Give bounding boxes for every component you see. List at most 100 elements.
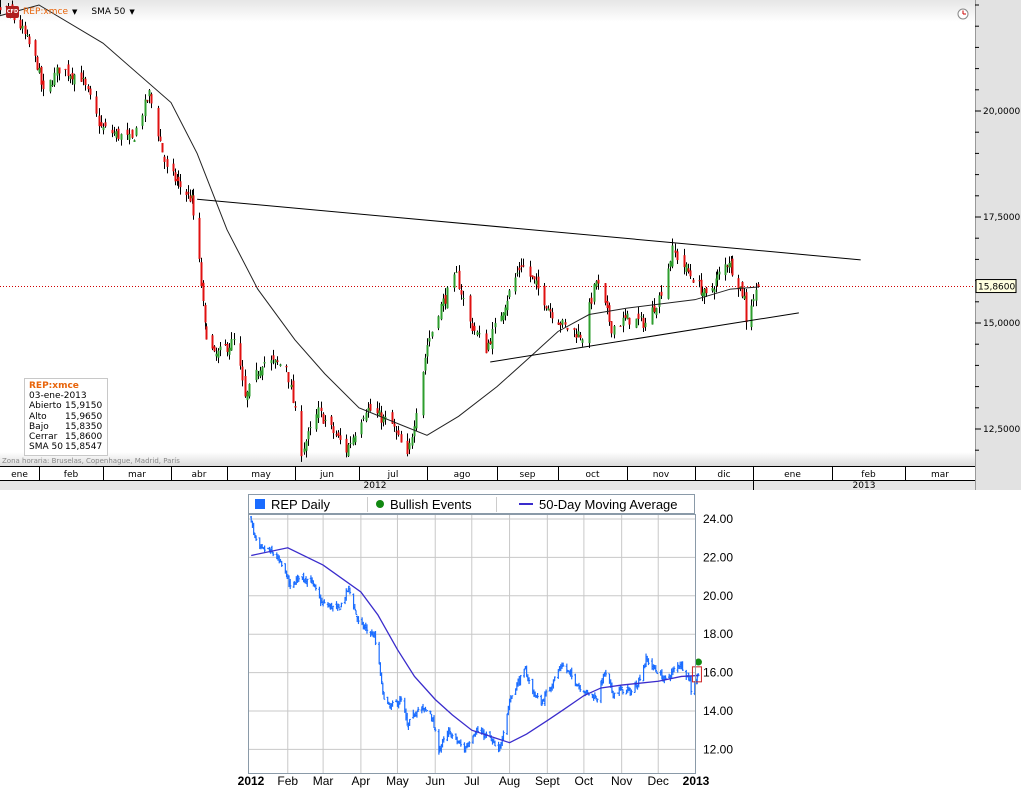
candle-body	[376, 408, 379, 414]
candle-body	[135, 127, 138, 136]
timezone-note: Zona horaria: Bruselas, Copenhague, Madr…	[2, 457, 180, 465]
candle-body	[219, 346, 222, 351]
chevron-down-icon[interactable]: ▼	[71, 8, 78, 16]
month-label: mar	[128, 470, 146, 480]
candle-body	[728, 263, 731, 268]
candle-body	[593, 284, 596, 302]
month-label: ene	[784, 470, 801, 480]
info-row-open: Abierto 15,9150	[29, 401, 103, 412]
candle-body	[166, 159, 169, 167]
candle-body	[144, 99, 147, 117]
candle-body	[324, 419, 327, 421]
candle-body	[622, 317, 625, 326]
candle-body	[276, 360, 279, 362]
candle-body	[100, 122, 103, 127]
candle-body	[716, 274, 719, 281]
bullish-event-dot	[694, 658, 702, 666]
y-tick-label: 18.00	[703, 627, 733, 641]
candle-body	[543, 285, 546, 306]
candle-body	[0, 7, 2, 11]
candle-body	[689, 270, 692, 277]
candle-body	[635, 318, 638, 328]
y-tick-label: 20,0000	[983, 107, 1020, 117]
candle-body	[520, 265, 523, 267]
current-bar-highlight	[691, 666, 702, 683]
candle-body	[174, 172, 177, 182]
candle-body	[415, 413, 418, 429]
candle-body	[655, 308, 658, 315]
candle-body	[422, 371, 425, 416]
month-label: nov	[653, 470, 670, 480]
candle-body	[272, 355, 275, 360]
candle-body	[408, 442, 411, 450]
candle-body	[508, 290, 511, 297]
candle-body	[701, 292, 704, 297]
candle-body	[339, 435, 342, 440]
candle-body	[537, 276, 540, 289]
candle-body	[82, 77, 85, 79]
candle-body	[478, 333, 481, 335]
month-label: abr	[192, 470, 207, 480]
candle-body	[200, 262, 203, 287]
y-tick-label: 20.00	[703, 589, 733, 603]
candle-body	[400, 434, 403, 443]
candle-body	[95, 96, 98, 114]
month-label: mar	[931, 470, 949, 480]
clock-icon[interactable]	[957, 8, 969, 20]
candle-body	[577, 331, 580, 337]
candle-body	[471, 323, 474, 331]
candle-body	[345, 438, 348, 453]
candle-body	[226, 343, 229, 352]
candle-body	[246, 391, 249, 401]
candle-body	[687, 268, 690, 272]
candle-body	[619, 325, 622, 327]
info-row-high: Alto 15,9650	[29, 411, 103, 422]
candle-body	[575, 334, 578, 338]
line-icon	[519, 503, 533, 505]
candle-body	[21, 25, 24, 29]
candle-body	[606, 301, 609, 309]
candle-body	[506, 300, 509, 311]
candle-body	[494, 323, 497, 328]
symbol-selector[interactable]: REP:xmce	[23, 7, 68, 17]
price-axis[interactable]	[975, 0, 1021, 490]
candle-body	[42, 80, 45, 90]
month-label: ago	[454, 470, 471, 480]
candle-body	[446, 287, 449, 309]
candle-body	[642, 317, 645, 328]
candle-body	[440, 303, 443, 320]
candle-body	[73, 74, 76, 85]
candle-body	[597, 279, 600, 284]
candle-body	[745, 292, 748, 323]
candle-body	[287, 372, 290, 383]
candle-body	[711, 288, 714, 291]
candle-body	[40, 66, 43, 85]
candle-body	[460, 290, 463, 295]
info-row-low: Bajo 15,8350	[29, 421, 103, 432]
candle-body	[529, 266, 532, 277]
candle-body	[743, 295, 746, 299]
candle-body	[354, 435, 357, 443]
candle-body	[230, 339, 233, 351]
x-tick-label: Oct	[575, 774, 594, 788]
candle-body	[444, 295, 447, 304]
candle-body	[224, 344, 227, 346]
candle-body	[626, 313, 629, 320]
candle-body	[270, 360, 273, 364]
candle-body	[131, 129, 134, 138]
chevron-down-icon[interactable]: ▼	[129, 8, 135, 16]
indicator-selector[interactable]: SMA 50	[91, 7, 126, 17]
candle-body	[172, 163, 175, 172]
candle-body	[545, 306, 548, 309]
month-label: oct	[586, 470, 600, 480]
candle-body	[595, 281, 598, 287]
x-tick-label: Jun	[426, 774, 445, 788]
candle-body	[473, 325, 476, 331]
candle-body	[698, 280, 701, 282]
bottom-legend: REP Daily Bullish Events 50-Day Moving A…	[248, 494, 695, 514]
candle-body	[115, 131, 118, 138]
candle-body	[133, 140, 136, 142]
candle-body	[750, 305, 753, 328]
month-label: ene	[11, 470, 28, 480]
candle-body	[608, 305, 611, 322]
